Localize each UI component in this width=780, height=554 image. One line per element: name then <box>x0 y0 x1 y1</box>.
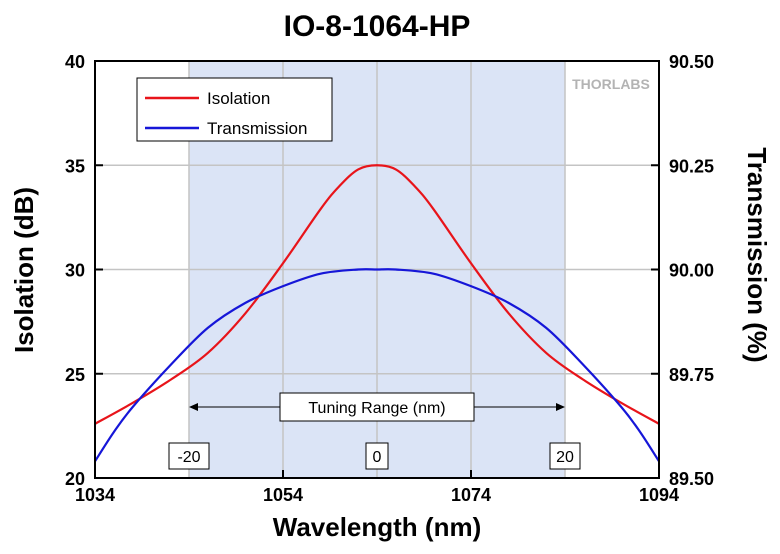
tuning-marker-label: 0 <box>373 449 382 466</box>
series-line-isolation <box>94 164 660 425</box>
series-line-transmission <box>94 268 660 462</box>
legend-label-isolation: Isolation <box>207 89 270 108</box>
legend-label-transmission: Transmission <box>207 119 307 138</box>
tuning-range-label: Tuning Range (nm) <box>308 400 445 417</box>
chart-title: IO-8-1064-HP <box>284 10 471 43</box>
y-right-tick-label: 90.25 <box>669 156 714 176</box>
x-tick-label: 1094 <box>639 485 679 505</box>
tuning-range-arrow-head-left <box>189 403 198 411</box>
x-tick-label: 1034 <box>75 485 115 505</box>
y-right-tick-label: 90.50 <box>669 52 714 72</box>
x-axis-title: Wavelength (nm) <box>273 512 481 542</box>
tuning-marker-label: -20 <box>177 449 200 466</box>
tuning-range-label-box <box>279 392 475 422</box>
plot-area: THORLABS Tuning Range (nm) -20 0 20 Isolation… <box>65 52 714 505</box>
tuning-marker-label: 20 <box>556 449 574 466</box>
y-left-tick-label: 30 <box>65 261 85 281</box>
legend-box <box>136 77 333 142</box>
tuning-range-arrow-head-right <box>556 403 565 411</box>
tuning-marker-box <box>168 442 210 470</box>
watermark-logo: THORLABS <box>572 76 650 92</box>
y-left-tick-label: 25 <box>65 365 85 385</box>
y-right-tick-label: 90.00 <box>669 261 714 281</box>
y-axis-left-title: Isolation (dB) <box>9 187 39 353</box>
tuning-marker-box <box>549 442 581 470</box>
y-left-tick-label: 40 <box>65 52 85 72</box>
y-left-tick-label: 35 <box>65 156 85 176</box>
y-axis-right-title: Transmission (%) <box>742 147 772 362</box>
x-tick-label: 1054 <box>263 485 303 505</box>
x-tick-label: 1074 <box>451 485 491 505</box>
y-left-tick-label: 20 <box>65 469 85 489</box>
y-right-tick-label: 89.50 <box>669 469 714 489</box>
tuning-marker-box <box>365 442 389 470</box>
y-right-tick-label: 89.75 <box>669 365 714 385</box>
